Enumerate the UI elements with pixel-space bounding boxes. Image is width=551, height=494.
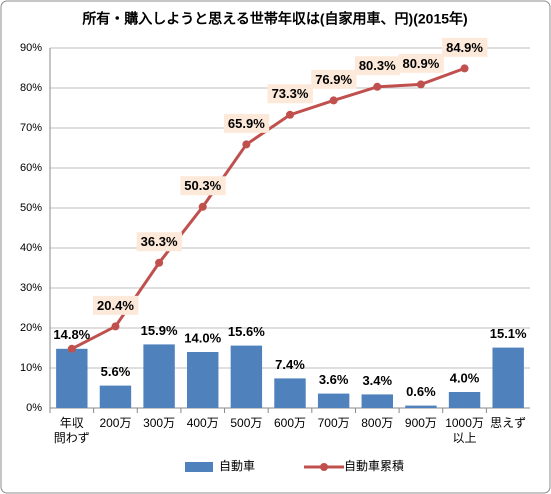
bar-label: 14.0% <box>184 330 221 345</box>
line-point <box>242 140 251 149</box>
bar-label: 14.8% <box>53 327 90 342</box>
bar-label: 3.4% <box>362 373 392 388</box>
bar-label-group: 15.6% <box>228 324 265 339</box>
bar-label: 7.4% <box>275 357 305 372</box>
line-label-group: 80.3% <box>354 56 401 76</box>
label-background <box>354 56 401 76</box>
label-background <box>267 84 313 104</box>
line-label: 36.3% <box>141 234 178 249</box>
bar-label-group: 4.0% <box>450 370 480 385</box>
bar-label-group: 0.6% <box>406 384 436 399</box>
line-label-group: 84.9% <box>442 37 488 57</box>
bar-label: 4.0% <box>450 370 480 385</box>
y-tick-label: 80% <box>20 82 42 94</box>
line-point <box>373 82 382 91</box>
bar-label-group: 14.0% <box>184 330 221 345</box>
legend-swatch-point <box>320 463 329 471</box>
bar <box>448 392 481 408</box>
line-point <box>111 322 120 331</box>
y-tick-label: 90% <box>20 42 42 54</box>
y-tick-label: 60% <box>20 162 42 174</box>
x-tick-label: 年収問わず <box>54 416 90 445</box>
bar <box>143 344 175 408</box>
x-tick-label: 300万 <box>143 416 175 430</box>
bar-label-group: 7.4% <box>275 357 305 372</box>
bar-label: 15.9% <box>141 323 178 338</box>
line-label-group: 65.9% <box>223 113 270 133</box>
x-tick-label: 900万 <box>405 416 437 430</box>
label-background <box>442 37 488 57</box>
line-label-group: 50.3% <box>180 176 226 196</box>
line-point <box>286 110 294 119</box>
x-tick-label: 500万 <box>230 416 262 430</box>
y-tick-label: 10% <box>20 362 42 374</box>
line-point <box>67 344 76 353</box>
y-tick-label: 30% <box>20 282 42 294</box>
line-point <box>329 96 338 105</box>
line-label: 65.9% <box>228 116 265 131</box>
line-label-group: 76.9% <box>311 69 357 89</box>
line-point <box>460 64 469 73</box>
bar-label-group: 3.4% <box>362 373 392 388</box>
bar <box>230 345 263 408</box>
line-point <box>416 80 425 89</box>
chart-title: 所有・購入しようと思える世帯年収は(自家用車、円)(2015年) <box>82 11 467 27</box>
bar <box>56 348 88 408</box>
bar-label-group: 5.6% <box>101 364 131 379</box>
bar <box>405 405 437 408</box>
bar-label-group: 3.6% <box>319 372 349 387</box>
line-point <box>155 258 164 267</box>
x-tick-label: 1000万以上 <box>445 416 484 445</box>
x-tick-label: 思えず <box>490 416 526 430</box>
y-tick-label: 70% <box>20 122 42 134</box>
bar-label-group: 15.1% <box>490 326 527 341</box>
line-label: 76.9% <box>315 72 352 87</box>
label-background <box>136 232 182 252</box>
bar <box>187 352 219 408</box>
y-tick-label: 20% <box>20 322 42 334</box>
line-label-group: 80.9% <box>398 53 444 73</box>
label-background <box>398 53 444 73</box>
legend-label: 自動車 <box>219 459 255 473</box>
label-background <box>223 113 270 133</box>
bar <box>99 385 132 408</box>
x-tick-label: 700万 <box>318 416 350 430</box>
line-label: 73.3% <box>272 86 309 101</box>
y-tick-label: 0% <box>26 402 42 414</box>
line-label-group: 20.4% <box>93 295 139 315</box>
y-tick-label: 50% <box>20 202 42 214</box>
legend-swatch <box>185 462 213 472</box>
line-label-group: 73.3% <box>267 84 313 104</box>
bar <box>274 378 306 408</box>
x-tick-label: 600万 <box>274 416 306 430</box>
bar-label: 15.6% <box>228 324 265 339</box>
x-tick-label: 400万 <box>187 416 219 430</box>
line-label: 80.3% <box>359 58 396 73</box>
bar-label-group: 15.9% <box>141 323 178 338</box>
line-label: 80.9% <box>402 56 439 71</box>
label-background <box>180 176 226 196</box>
bar-label: 3.6% <box>319 372 349 387</box>
x-tick-label: 200万 <box>99 416 131 430</box>
line-label: 20.4% <box>97 298 134 313</box>
bar-label: 15.1% <box>490 326 527 341</box>
bar <box>492 347 524 408</box>
line-point <box>198 202 207 211</box>
bar <box>317 393 350 408</box>
x-tick-label: 800万 <box>361 416 393 430</box>
label-background <box>311 69 357 89</box>
bar-label: 5.6% <box>101 364 131 379</box>
legend-label: 自動車累積 <box>344 458 404 473</box>
line-label: 50.3% <box>184 178 221 193</box>
y-tick-label: 40% <box>20 242 42 254</box>
line-label-group: 36.3% <box>136 232 182 252</box>
label-background <box>93 295 139 315</box>
line-label: 84.9% <box>446 40 483 55</box>
bar-label-group: 14.8% <box>53 327 90 342</box>
bar <box>361 394 393 408</box>
bar-label: 0.6% <box>406 384 436 399</box>
